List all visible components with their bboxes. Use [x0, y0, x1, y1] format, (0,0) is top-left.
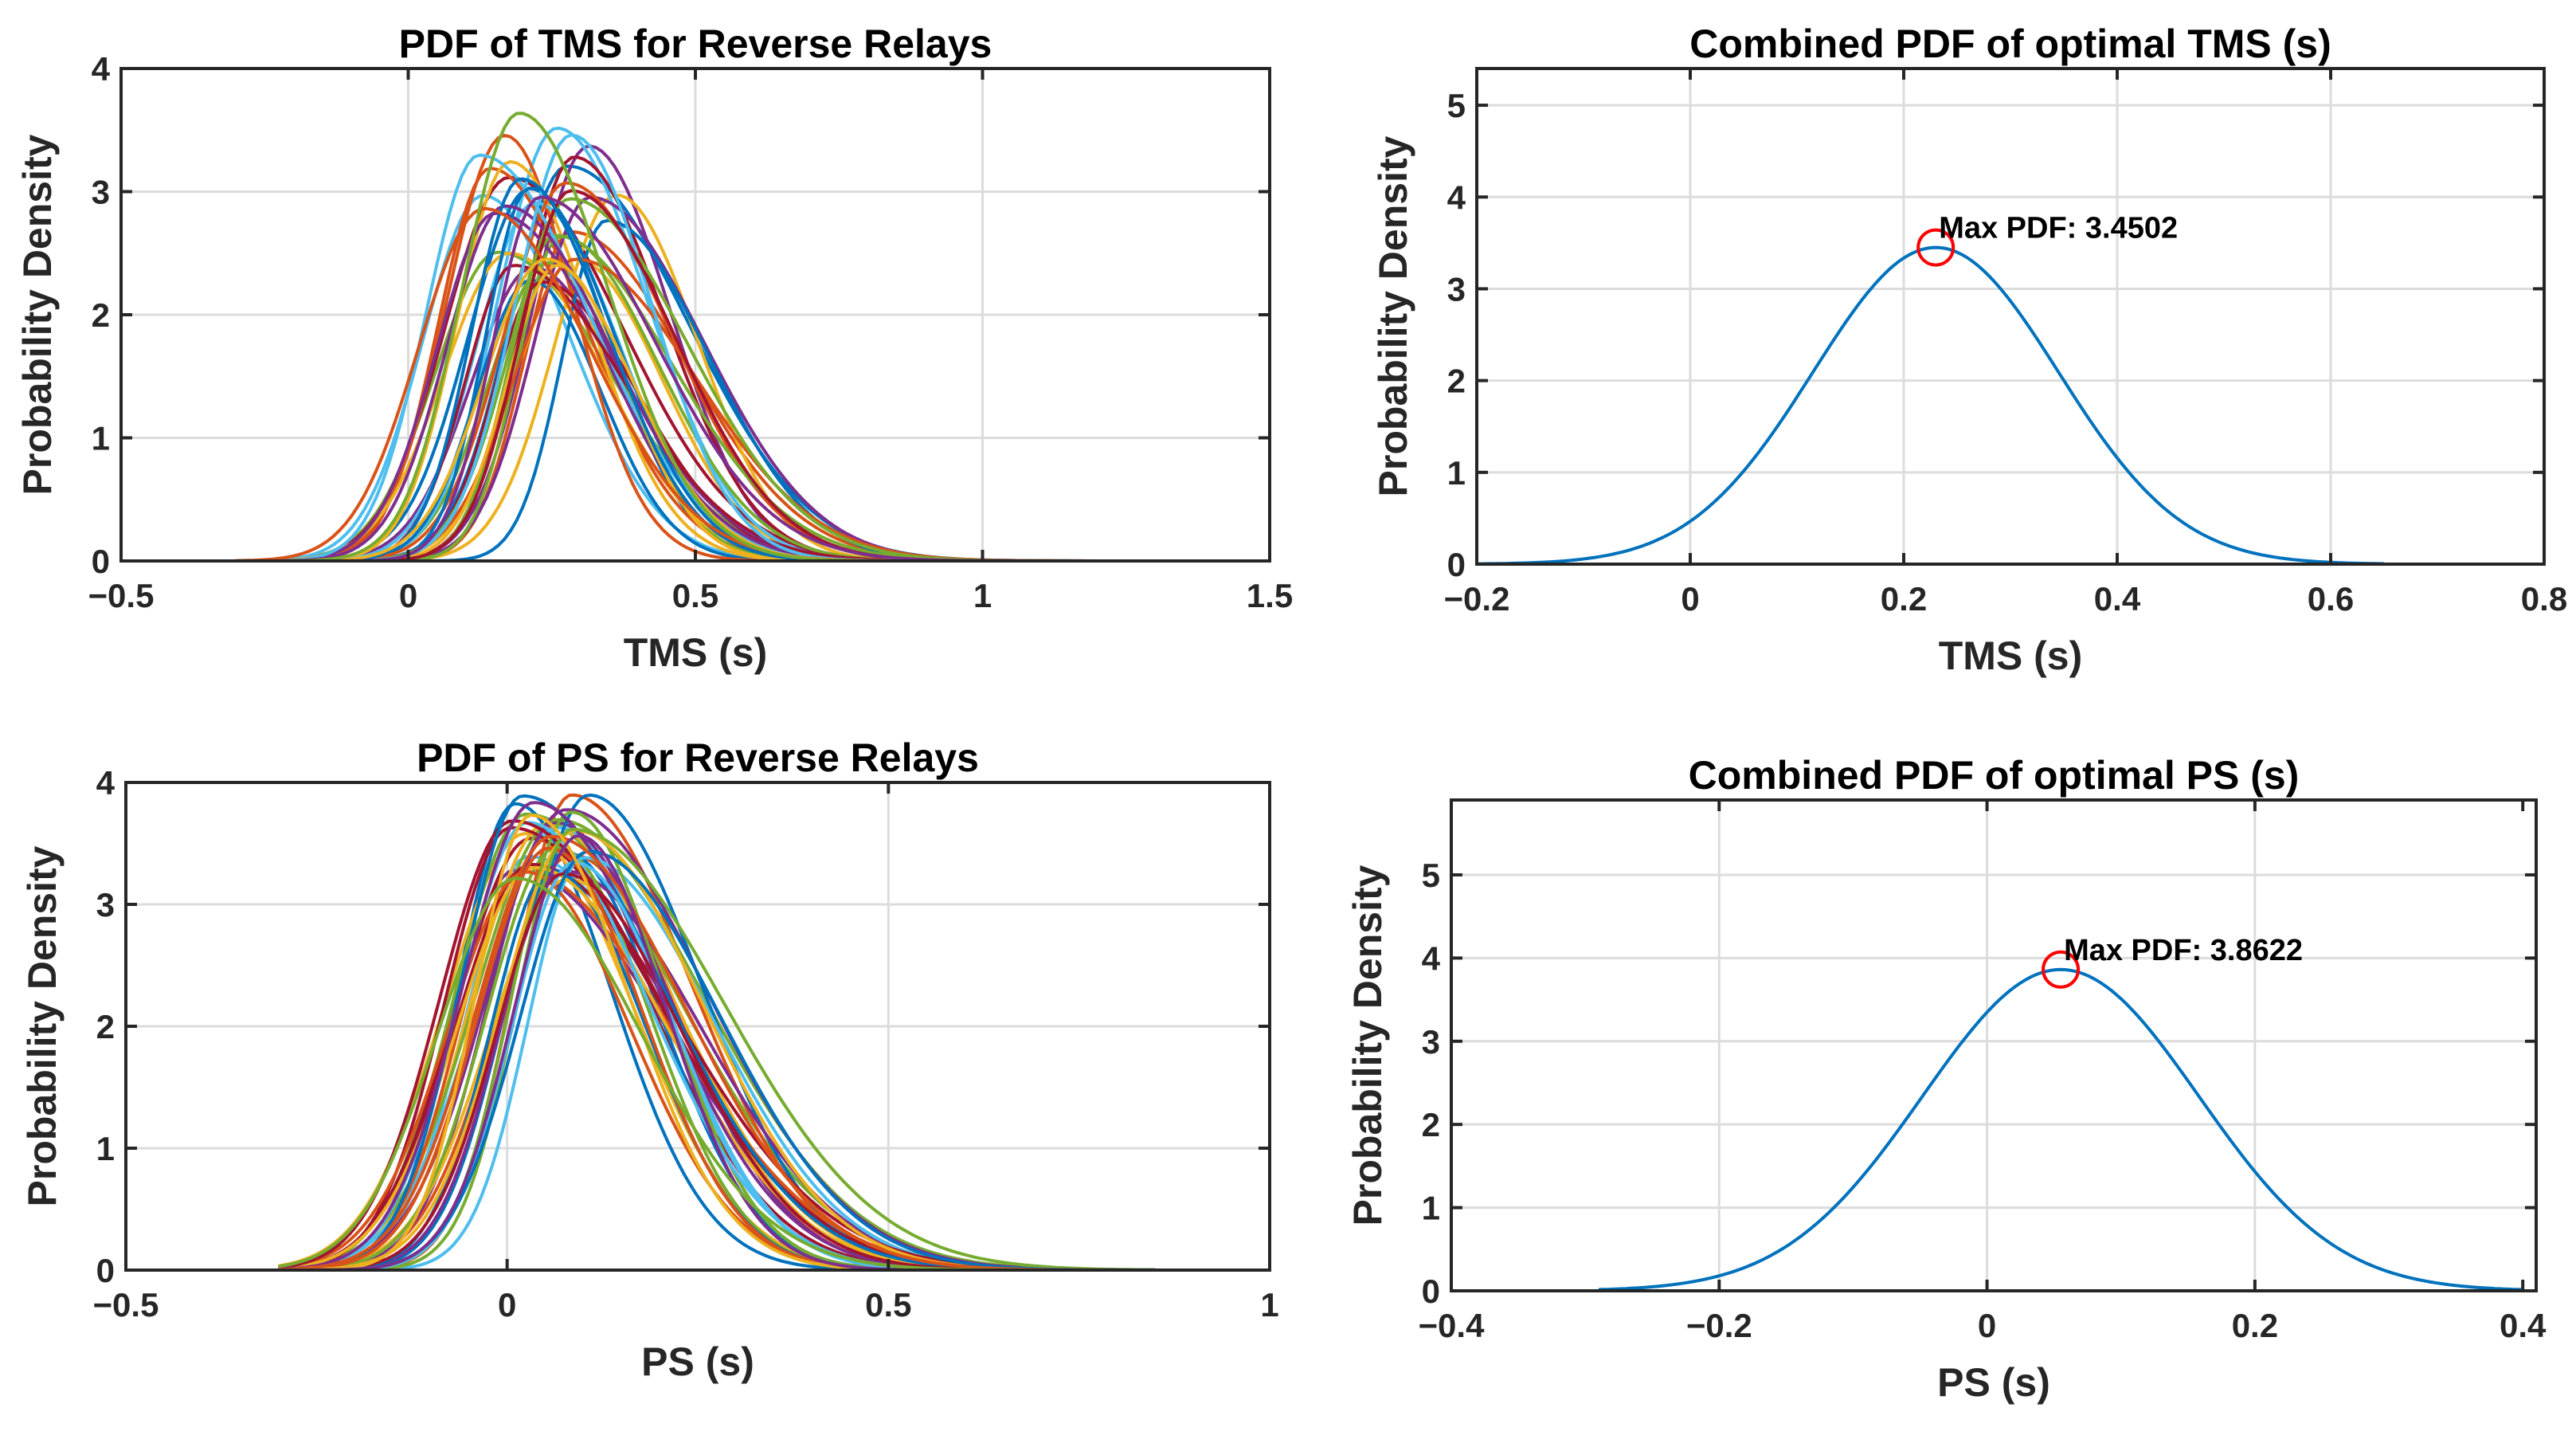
max-pdf-annotation: Max PDF: 3.4502 [1939, 212, 2178, 245]
series-group [236, 112, 1212, 561]
chart-title: Combined PDF of optimal PS (s) [1689, 753, 2300, 798]
pdf-curve-32 [236, 204, 1212, 561]
x-tick-label: 0.6 [2308, 580, 2354, 618]
pdf-curve-15 [236, 278, 1212, 561]
x-tick-label: 1.5 [1247, 577, 1293, 614]
pdf-curve-17 [236, 159, 1212, 561]
x-tick-label: −0.2 [1686, 1307, 1752, 1344]
x-axis-label: TMS (s) [1939, 633, 2083, 678]
x-tick-label: 0 [1681, 580, 1699, 618]
x-tick-label: 0.2 [1881, 580, 1927, 618]
pdf-curve-39 [236, 195, 1212, 561]
y-tick-label: 0 [1422, 1272, 1440, 1310]
y-tick-label: 1 [1447, 454, 1466, 492]
y-tick-label: 4 [1422, 939, 1441, 977]
x-tick-label: 0 [1978, 1307, 1996, 1344]
y-tick-label: 0 [1447, 546, 1466, 583]
y-tick-label: 1 [1422, 1190, 1440, 1227]
pdf-curve-22 [236, 218, 1212, 561]
chart-title: Combined PDF of optimal TMS (s) [1689, 22, 2331, 66]
x-tick-label: 0 [399, 577, 417, 614]
y-axis-label: Probability Density [1345, 865, 1390, 1225]
y-axis-label: Probability Density [1371, 135, 1415, 496]
x-tick-label: −0.5 [88, 577, 155, 614]
pdf-curve-8 [278, 850, 1156, 1270]
pdf-curve-34 [278, 861, 1156, 1270]
pdf-curve-38 [236, 257, 1212, 561]
max-pdf-marker [2042, 950, 2081, 989]
x-tick-label: −0.2 [1444, 580, 1510, 618]
pdf-curve-25 [236, 211, 1212, 561]
y-tick-label: 2 [1447, 363, 1466, 400]
y-tick-label: 0 [92, 543, 110, 580]
x-tick-label: 0.8 [2521, 580, 2567, 618]
x-tick-label: 0.4 [2094, 580, 2141, 618]
max-pdf-marker [1916, 228, 1955, 267]
axes-box [1450, 798, 2538, 1292]
y-axis-label: Probability Density [20, 845, 65, 1206]
x-axis-label: PS (s) [1937, 1360, 2050, 1405]
y-tick-label: 4 [92, 50, 111, 88]
pdf-curve-30 [278, 846, 1156, 1270]
pdf-curve-39 [278, 833, 1156, 1270]
pdf-curve-33 [278, 827, 1156, 1270]
x-tick-label: 0.5 [865, 1286, 911, 1323]
y-tick-label: 2 [1422, 1106, 1440, 1143]
y-tick-label: 3 [92, 174, 110, 211]
x-tick-label: 0.2 [2232, 1307, 2278, 1344]
pdf-curve-38 [278, 814, 1156, 1270]
x-tick-label: 1 [1260, 1286, 1278, 1323]
x-tick-label: −0.5 [93, 1286, 159, 1323]
axes-box [1475, 67, 2546, 566]
x-tick-label: 0.5 [672, 577, 718, 614]
pdf-curve-23 [236, 181, 1212, 561]
y-tick-label: 0 [96, 1252, 115, 1289]
x-tick-label: 0.4 [2500, 1307, 2547, 1344]
series-group [1598, 967, 2523, 1291]
y-tick-label: 3 [96, 886, 115, 923]
y-tick-label: 2 [96, 1008, 115, 1045]
y-tick-label: 1 [96, 1130, 115, 1167]
x-tick-label: 1 [973, 577, 992, 614]
chart-title: PDF of PS for Reverse Relays [417, 735, 979, 780]
series-group [1477, 245, 2385, 564]
y-tick-label: 2 [92, 296, 110, 334]
pdf-curve-16 [236, 133, 1212, 561]
y-tick-label: 5 [1447, 87, 1466, 124]
x-tick-label: −0.4 [1419, 1307, 1486, 1344]
y-tick-label: 4 [1447, 178, 1466, 216]
y-tick-label: 3 [1422, 1023, 1440, 1061]
x-tick-label: 0 [498, 1286, 516, 1323]
y-tick-label: 3 [1447, 270, 1466, 308]
chart-tms_combined: Max PDF: 3.4502−0.2 0 0.2 0.4 0.6 0.8012345Co… [1371, 22, 2567, 678]
x-axis-label: TMS (s) [624, 630, 768, 675]
pdf-curve-37 [236, 206, 1212, 561]
y-axis-label: Probability Density [15, 134, 60, 495]
max-pdf-annotation: Max PDF: 3.8622 [2064, 934, 2303, 967]
y-tick-label: 5 [1422, 857, 1440, 894]
chart-title: PDF of TMS for Reverse Relays [399, 22, 992, 66]
y-tick-label: 1 [92, 420, 110, 457]
x-axis-label: PS (s) [641, 1339, 754, 1384]
y-tick-label: 4 [96, 764, 115, 802]
combined-pdf-line [1598, 967, 2523, 1291]
combined-pdf-line [1477, 245, 2385, 564]
chart-ps_combined: Max PDF: 3.8622 −0.4 −0.2 0 0.2 0.4 0 1 2 3 4 5 Comb… [1345, 753, 2547, 1405]
pdf-curve-40 [236, 112, 1212, 561]
